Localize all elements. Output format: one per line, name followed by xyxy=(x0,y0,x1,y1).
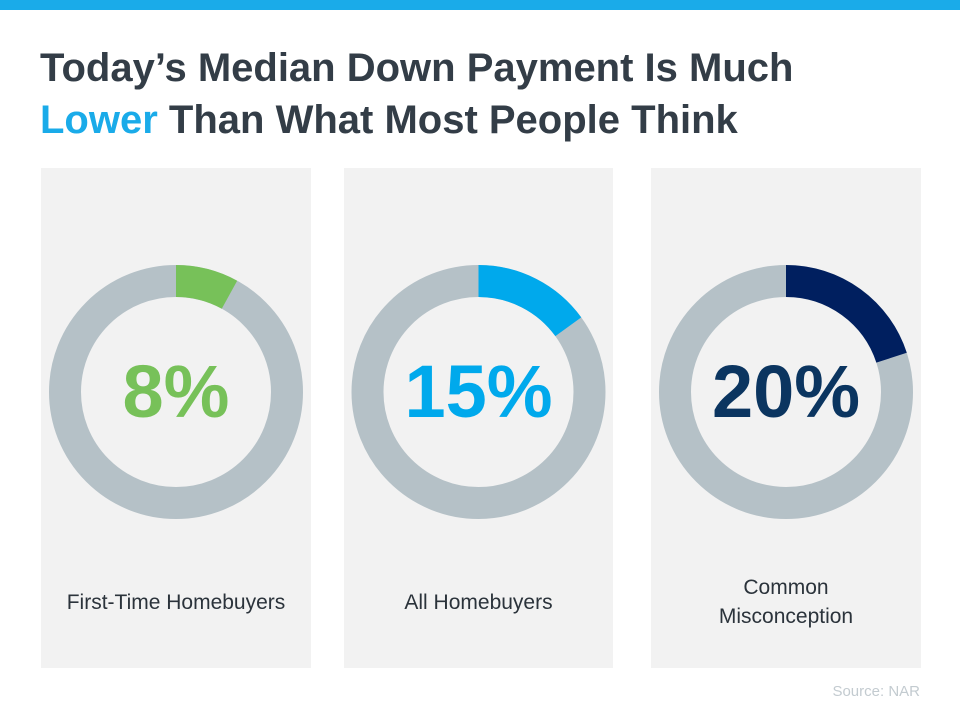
panel-first-time-homebuyers: 8% First-Time Homebuyers xyxy=(41,168,311,668)
percent-label: 15% xyxy=(404,350,553,433)
panel-common-misconception: 20% Common Misconception xyxy=(651,168,921,668)
title-line-1: Today’s Median Down Payment Is Much xyxy=(40,46,794,90)
panel-all-homebuyers: 15% All Homebuyers xyxy=(344,168,613,668)
donut-segment xyxy=(175,265,238,309)
donut-chart xyxy=(351,265,606,519)
donut-segment xyxy=(477,265,582,337)
category-label: All Homebuyers xyxy=(404,591,553,614)
percent-label: 8% xyxy=(122,350,230,433)
top-accent-bar xyxy=(0,0,960,10)
donut-segment xyxy=(785,265,907,364)
title-line-2: Than What Most People Think xyxy=(157,98,738,142)
source-note: Source: NAR xyxy=(832,683,920,700)
donut-chart xyxy=(659,265,913,519)
category-label: Common Misconception xyxy=(718,576,854,628)
donut-chart xyxy=(49,265,303,519)
category-label: First-Time Homebuyers xyxy=(66,591,286,614)
percent-label: 20% xyxy=(711,350,861,433)
page-title: Today’s Median Down Payment Is Much Lowe… xyxy=(40,42,793,146)
title-highlight: Lower xyxy=(40,98,158,142)
